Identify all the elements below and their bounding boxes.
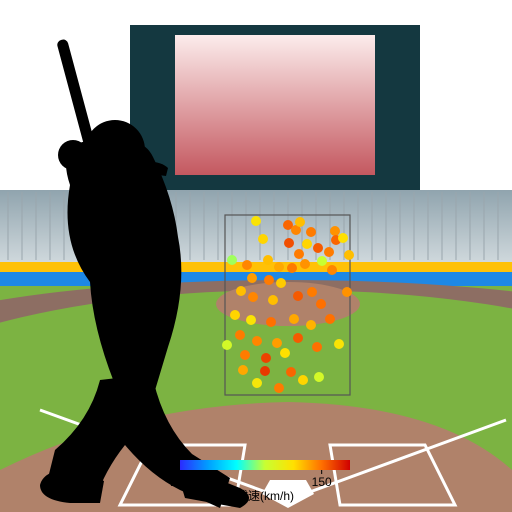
pitch-marker: [276, 278, 286, 288]
pitch-marker: [287, 263, 297, 273]
pitch-marker: [324, 247, 334, 257]
pitch-marker: [316, 299, 326, 309]
pitch-marker: [261, 353, 271, 363]
pitch-marker: [307, 287, 317, 297]
pitch-marker: [317, 256, 327, 266]
legend-tick-label: 150: [312, 475, 332, 489]
pitch-marker: [338, 233, 348, 243]
pitch-marker: [235, 330, 245, 340]
pitch-marker: [251, 216, 261, 226]
pitch-marker: [334, 339, 344, 349]
pitch-marker: [272, 338, 282, 348]
pitch-marker: [252, 336, 262, 346]
pitch-marker: [294, 249, 304, 259]
pitch-marker: [325, 314, 335, 324]
pitch-marker: [248, 292, 258, 302]
pitch-marker: [300, 259, 310, 269]
pitch-marker: [238, 365, 248, 375]
pitch-marker: [284, 238, 294, 248]
pitch-marker: [274, 383, 284, 393]
pitch-marker: [263, 255, 273, 265]
legend-axis-label: 球速(km/h): [236, 489, 294, 503]
pitch-marker: [268, 295, 278, 305]
pitch-marker: [230, 310, 240, 320]
legend-tick-label: 100: [170, 475, 190, 489]
pitch-marker: [258, 234, 268, 244]
pitch-marker: [236, 286, 246, 296]
pitch-marker: [289, 314, 299, 324]
pitch-marker: [240, 350, 250, 360]
pitch-marker: [330, 226, 340, 236]
pitch-marker: [222, 340, 232, 350]
pitch-marker: [302, 239, 312, 249]
pitch-marker: [247, 273, 257, 283]
pitch-marker: [252, 378, 262, 388]
pitch-marker: [293, 291, 303, 301]
pitch-marker: [342, 287, 352, 297]
pitch-marker: [314, 372, 324, 382]
pitch-marker: [246, 315, 256, 325]
pitch-marker: [280, 348, 290, 358]
pitch-marker: [274, 262, 284, 272]
pitch-marker: [313, 243, 323, 253]
pitch-marker: [260, 366, 270, 376]
pitch-marker: [286, 367, 296, 377]
pitch-location-chart: 100 150 球速(km/h): [0, 0, 512, 512]
pitch-marker: [312, 342, 322, 352]
pitch-marker: [306, 320, 316, 330]
pitch-marker: [264, 275, 274, 285]
pitch-marker: [242, 260, 252, 270]
pitch-marker: [295, 217, 305, 227]
pitch-marker: [344, 250, 354, 260]
pitch-marker: [298, 375, 308, 385]
pitch-marker: [266, 317, 276, 327]
pitch-marker: [293, 333, 303, 343]
pitch-marker: [227, 255, 237, 265]
pitch-marker: [327, 265, 337, 275]
pitch-marker: [306, 227, 316, 237]
